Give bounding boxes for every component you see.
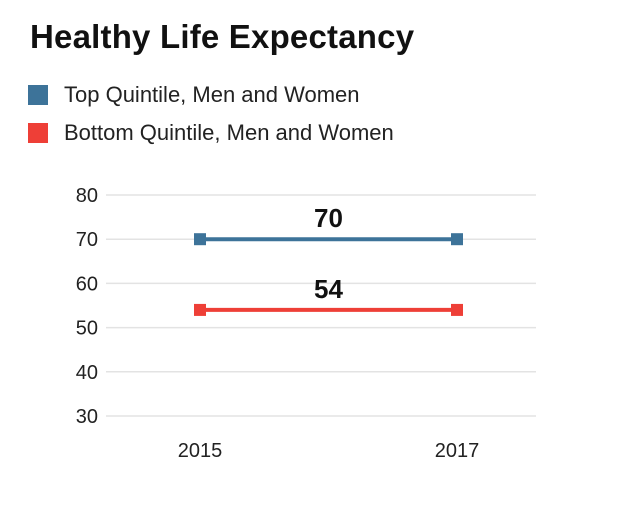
y-tick-label-80: 80 xyxy=(76,185,98,207)
point-bottom-quintile-2015 xyxy=(194,303,206,316)
y-tick-label-40: 40 xyxy=(76,362,98,384)
legend-swatch-bottom-quintile xyxy=(28,123,48,143)
y-tick-label-30: 30 xyxy=(76,406,98,428)
legend-label-bottom-quintile: Bottom Quintile, Men and Women xyxy=(64,120,394,145)
legend-item-top-quintile: Top Quintile, Men and Women xyxy=(28,76,394,114)
point-bottom-quintile-2017 xyxy=(451,303,463,316)
legend-item-bottom-quintile: Bottom Quintile, Men and Women xyxy=(28,114,394,152)
point-top-quintile-2017 xyxy=(451,233,463,246)
legend: Top Quintile, Men and Women Bottom Quint… xyxy=(28,76,394,152)
y-tick-label-70: 70 xyxy=(76,229,98,251)
chart-title: Healthy Life Expectancy xyxy=(30,18,415,55)
y-tick-label-50: 50 xyxy=(76,318,98,340)
data-label-bottom-quintile: 54 xyxy=(314,274,343,304)
legend-swatch-top-quintile xyxy=(28,85,48,105)
legend-label-top-quintile: Top Quintile, Men and Women xyxy=(64,82,360,107)
x-tick-label-2015: 2015 xyxy=(178,440,223,462)
data-label-top-quintile: 70 xyxy=(314,203,343,233)
y-tick-label-60: 60 xyxy=(76,273,98,295)
point-top-quintile-2015 xyxy=(194,233,206,246)
x-tick-label-2017: 2017 xyxy=(435,440,480,462)
